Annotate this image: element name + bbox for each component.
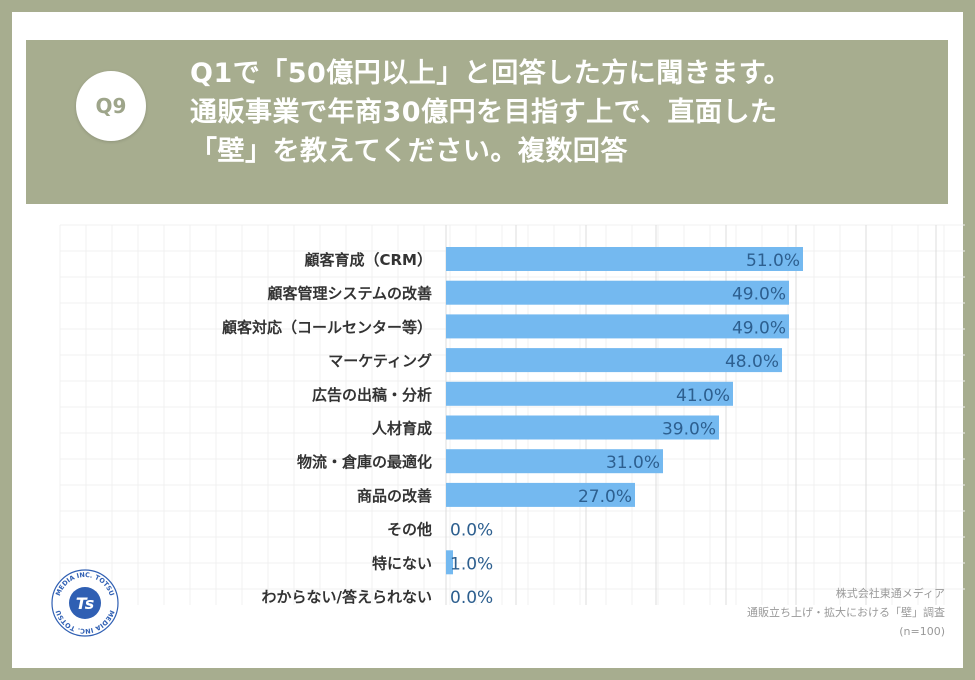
question-line-2: 通販事業で年商30億円を目指す上で、直面した: [190, 97, 778, 128]
value-label: 41.0%: [676, 386, 730, 406]
bar: [446, 550, 453, 575]
category-label: 物流・倉庫の最適化: [297, 453, 432, 471]
logo-center: [69, 587, 101, 619]
category-label: 商品の改善: [357, 487, 432, 505]
category-label: 人材育成: [372, 420, 432, 438]
value-label: 49.0%: [732, 285, 786, 305]
value-label: 0.0%: [450, 521, 493, 541]
category-label: わからない/答えられない: [262, 588, 432, 606]
category-label: 広告の出稿・分析: [312, 386, 432, 404]
value-label: 27.0%: [578, 487, 632, 507]
question-line-1: Q1で「50億円以上」と回答した方に聞きます。: [190, 58, 792, 89]
value-label: 1.0%: [450, 554, 493, 574]
bar: [446, 482, 635, 507]
category-label: 特にない: [372, 554, 432, 572]
credit-sample: (n=100): [899, 625, 945, 638]
question-badge: Q9: [76, 71, 146, 141]
bar: [446, 314, 789, 339]
bar: [446, 381, 733, 406]
credit-company: 株式会社東通メディア: [835, 587, 945, 600]
logo-glyph: Ts: [76, 594, 95, 613]
category-label: 顧客育成（CRM）: [305, 251, 433, 269]
credit: 株式会社東通メディア 通販立ち上げ・拡大における「壁」調査 (n=100): [747, 584, 945, 641]
company-logo: MEDIA INC. TOTSU MEDIA INC. TOTSU Ts: [51, 569, 119, 637]
value-label: 39.0%: [662, 420, 716, 440]
value-label: 31.0%: [606, 453, 660, 473]
bar: [446, 415, 719, 440]
bar: [446, 449, 663, 474]
bar: [446, 348, 782, 373]
question-line-3: 「壁」を教えてください。複数回答: [190, 136, 628, 167]
category-label: その他: [387, 521, 432, 539]
bar: [446, 247, 803, 271]
value-label: 51.0%: [746, 251, 800, 271]
category-label: 顧客管理システムの改善: [267, 285, 432, 303]
value-label: 0.0%: [450, 588, 493, 608]
category-label: 顧客対応（コールセンター等）: [222, 318, 432, 336]
question-header: [26, 40, 948, 204]
value-label: 49.0%: [732, 318, 786, 338]
bar: [446, 280, 789, 305]
category-label: マーケティング: [328, 352, 432, 370]
value-label: 48.0%: [725, 352, 779, 372]
credit-survey: 通販立ち上げ・拡大における「壁」調査: [747, 606, 945, 619]
question-text: Q1で「50億円以上」と回答した方に聞きます。 通販事業で年商30億円を目指す上…: [190, 54, 950, 171]
